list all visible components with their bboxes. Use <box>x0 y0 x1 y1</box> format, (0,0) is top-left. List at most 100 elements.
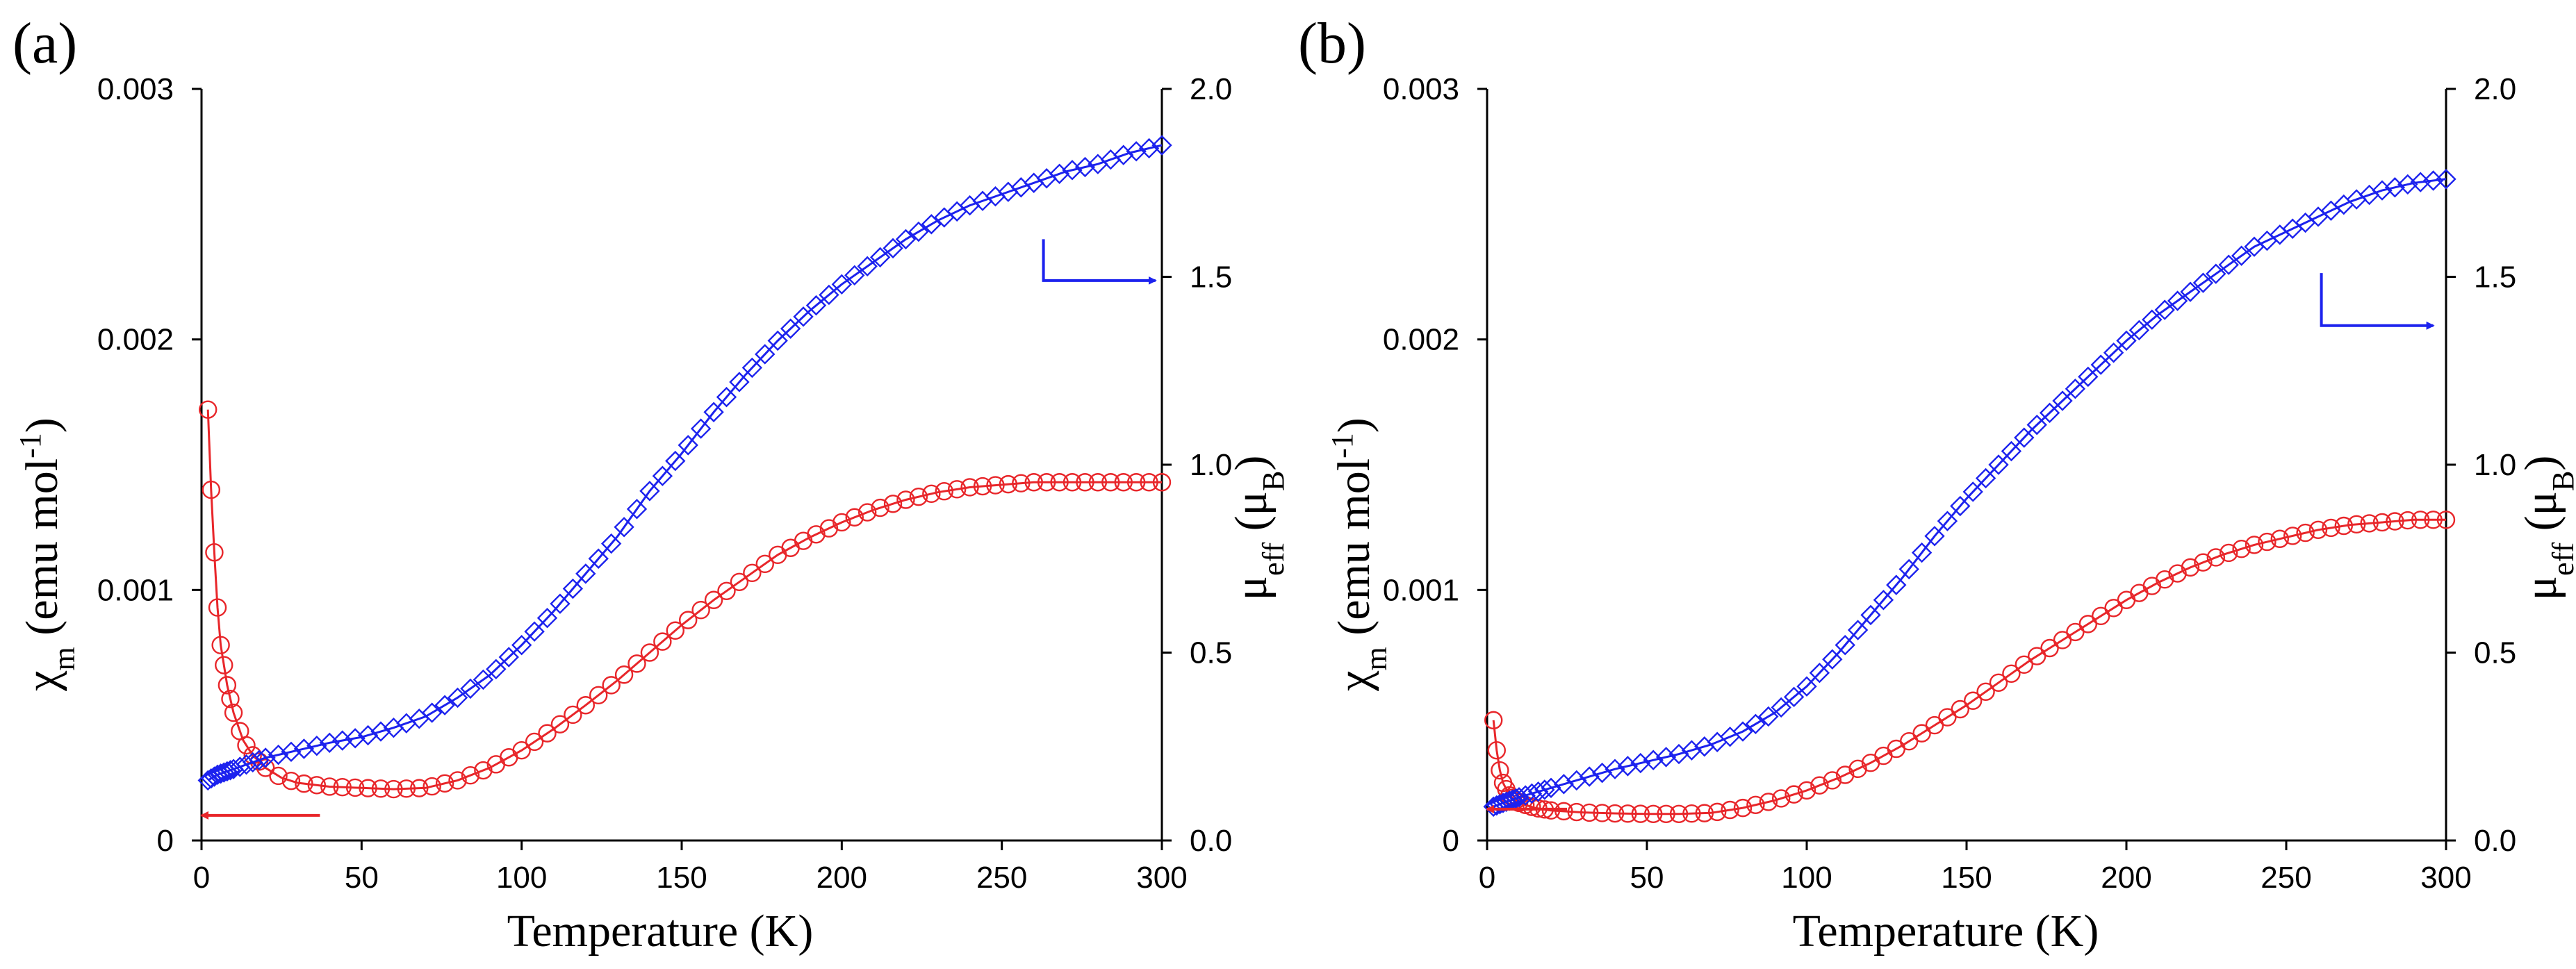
data-point <box>224 703 243 722</box>
data-point <box>883 495 903 513</box>
data-point <box>1643 749 1664 770</box>
data-point <box>665 450 686 472</box>
data-point <box>793 306 814 327</box>
x-tick-label: 50 <box>1630 861 1664 895</box>
data-point <box>858 503 877 522</box>
data-point <box>2116 330 2137 351</box>
x-tick-label: 50 <box>345 861 379 895</box>
data-point <box>909 487 928 506</box>
data-point <box>589 686 608 705</box>
axes <box>1486 89 2447 842</box>
y-right-sub2: B <box>1256 471 1290 491</box>
y-right-axis-title: μeff (μB) <box>1226 456 1290 601</box>
data-point <box>205 543 224 562</box>
data-point <box>1114 473 1133 492</box>
data-point <box>1809 663 1830 684</box>
data-point <box>1567 802 1586 822</box>
data-point <box>536 608 558 629</box>
data-point <box>1101 473 1120 492</box>
data-point <box>199 400 218 419</box>
data-point <box>845 508 864 527</box>
data-point <box>1668 743 1689 765</box>
series-mu-eff <box>1483 169 2456 818</box>
y-right-rest: (μ <box>1226 491 1277 543</box>
data-point <box>999 474 1018 494</box>
data-point <box>410 779 429 797</box>
data-point <box>237 736 256 755</box>
data-point <box>2270 529 2290 548</box>
y-right-rest: (μ <box>2516 491 2566 543</box>
data-point <box>703 401 724 422</box>
data-point <box>921 214 942 235</box>
data-point <box>249 749 270 770</box>
data-point <box>869 247 891 268</box>
data-point <box>666 621 684 640</box>
data-point <box>2283 527 2302 545</box>
data-point <box>1126 141 1147 162</box>
y-left-sub: m <box>47 647 81 670</box>
data-point <box>345 728 366 749</box>
data-point <box>197 770 218 791</box>
data-point <box>213 762 234 783</box>
x-tick-label: 200 <box>2101 861 2151 895</box>
data-point <box>1873 590 1894 611</box>
data-point <box>2181 558 2200 577</box>
data-point <box>844 265 865 286</box>
data-point <box>1050 473 1069 492</box>
data-point <box>653 632 672 651</box>
y-right-tick-label: 1.0 <box>1190 448 1232 482</box>
data-point <box>729 372 750 392</box>
data-point <box>626 499 648 520</box>
fit-line-mu_eff <box>207 144 1163 781</box>
data-point <box>1797 781 1816 800</box>
data-point <box>2039 402 2060 424</box>
data-point <box>2192 272 2214 293</box>
x-tick-label: 0 <box>1479 861 1495 895</box>
x-axis-title: Temperature (K) <box>1793 906 2099 956</box>
data-point <box>1771 789 1791 808</box>
data-point <box>564 705 582 724</box>
data-point <box>831 274 853 295</box>
data-point <box>1487 740 1507 760</box>
data-point <box>486 659 507 680</box>
data-point <box>2155 570 2174 589</box>
data-point <box>1605 804 1625 823</box>
data-point <box>1591 762 1613 784</box>
data-point <box>614 517 634 538</box>
data-point <box>832 513 851 532</box>
data-point <box>1527 781 1549 802</box>
data-point <box>1138 138 1160 159</box>
y-right-symbol: μ <box>2516 576 2566 600</box>
data-point <box>1886 574 1907 595</box>
data-point <box>2015 655 2034 674</box>
data-point <box>1491 761 1509 780</box>
y-right-close: ) <box>1226 456 1277 471</box>
data-point <box>627 654 646 673</box>
series-chi-m <box>1484 511 2456 823</box>
data-point <box>1631 804 1650 823</box>
data-point <box>1037 473 1056 492</box>
data-point <box>1566 770 1587 791</box>
x-tick-label: 250 <box>976 861 1027 895</box>
data-point <box>2001 440 2022 462</box>
data-point <box>1593 804 1611 822</box>
data-point <box>1746 795 1765 814</box>
data-point <box>1745 713 1766 734</box>
data-point <box>2218 254 2239 275</box>
data-point <box>1049 163 1070 184</box>
data-point <box>575 563 596 584</box>
data-point <box>588 548 609 569</box>
data-point <box>614 665 634 684</box>
ticks: 0 50 100 150 200 250 300 0 0.001 0.002 0.003 0.0 0.5… <box>97 72 1232 895</box>
data-point <box>2168 564 2187 583</box>
annotations <box>1486 273 2435 813</box>
data-point <box>268 744 289 765</box>
data-point <box>2372 513 2392 532</box>
data-point <box>473 669 494 690</box>
data-point <box>357 724 379 746</box>
y-left-sup: -1 <box>13 433 47 458</box>
data-point <box>2103 342 2124 363</box>
data-point <box>1860 604 1881 626</box>
data-point <box>1835 634 1855 656</box>
y-left-close: ) <box>1329 417 1379 433</box>
